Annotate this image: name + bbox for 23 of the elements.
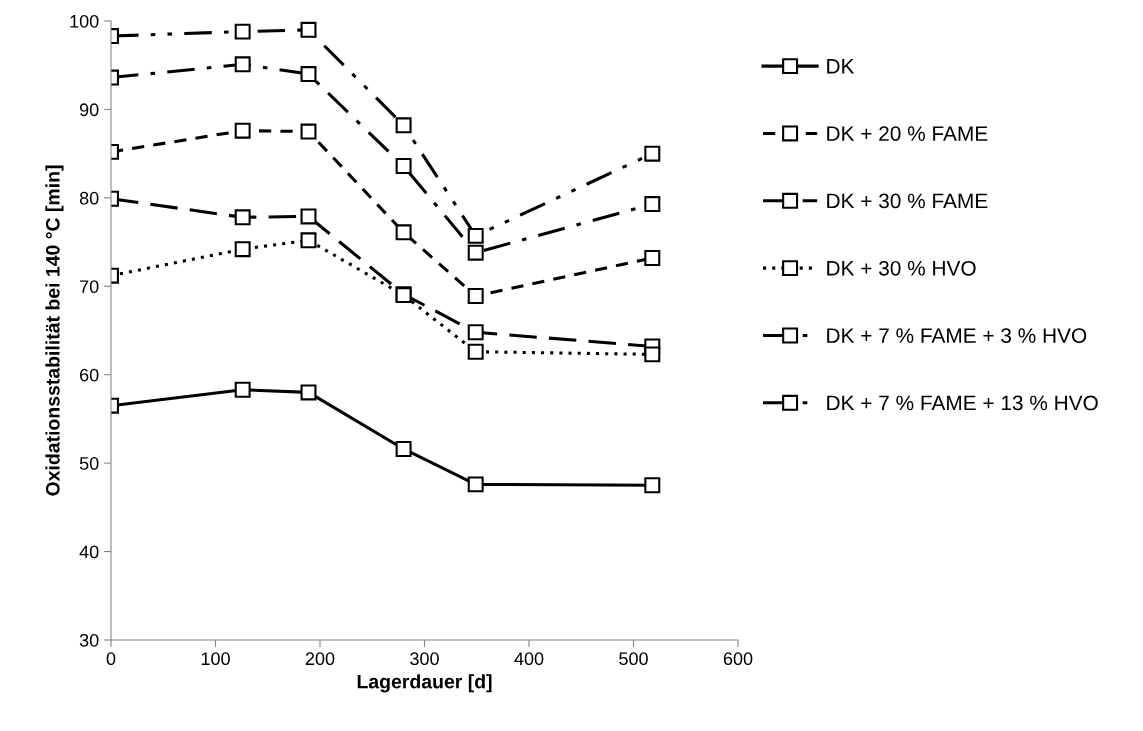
y-tick-label: 100 bbox=[70, 14, 99, 28]
y-tick-label: 50 bbox=[79, 457, 99, 470]
x-tick-label: 100 bbox=[201, 652, 230, 666]
y-tick-label: 80 bbox=[79, 191, 99, 205]
y-tick-label: 60 bbox=[80, 368, 99, 382]
x-axis-title: Lagerdauer [d] bbox=[357, 674, 492, 693]
x-tick-label: 400 bbox=[514, 652, 544, 666]
x-tick-label: 200 bbox=[305, 652, 335, 666]
legend-label: DK + 20 % FAME bbox=[827, 126, 988, 141]
legend-label: DK + 30 % FAME bbox=[827, 193, 988, 209]
y-tick-label: 90 bbox=[79, 103, 99, 117]
y-tick-label: 70 bbox=[80, 280, 99, 294]
x-tick-label: 0 bbox=[106, 652, 116, 666]
legend-label: DK + 30 % HVO bbox=[827, 260, 976, 276]
legend-label: DK + 7 % FAME + 13 % HVO bbox=[827, 395, 1098, 411]
legend-label: DK bbox=[827, 59, 855, 74]
y-axis-title: Oxidationsstabilität bei 140 °C [min] bbox=[45, 165, 64, 496]
legend-label: DK + 7 % FAME + 3 % HVO bbox=[827, 328, 1087, 343]
y-tick-label: 40 bbox=[79, 545, 99, 559]
y-tick-label: 30 bbox=[79, 633, 99, 647]
x-tick-label: 300 bbox=[410, 652, 439, 666]
x-tick-label: 600 bbox=[723, 652, 753, 666]
x-tick-label: 500 bbox=[619, 652, 648, 666]
